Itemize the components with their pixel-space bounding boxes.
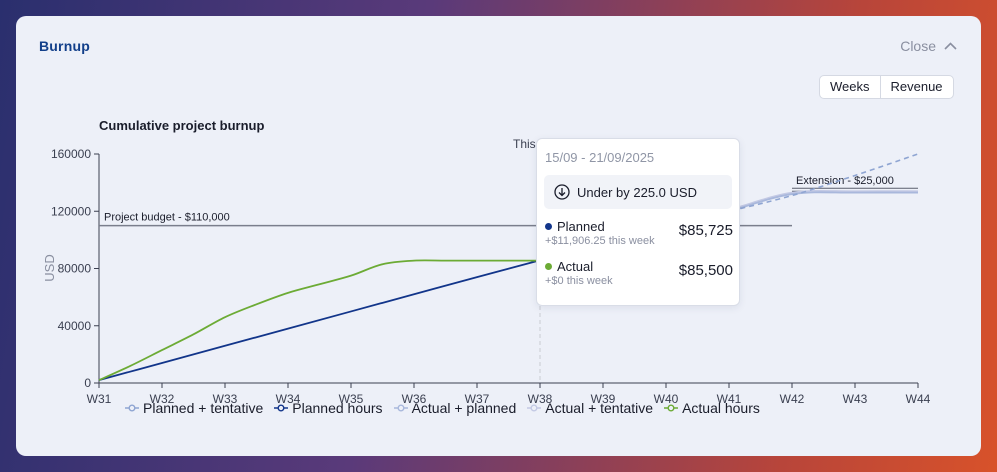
x-axis: W31 W32 W33 W34 W35 W36 W37 W38 W39 W40 W41 W42 W43 W… [87, 382, 931, 406]
budget-label: Project budget - $110,000 [104, 212, 230, 224]
legend-swatch-icon [393, 404, 408, 412]
x-tick-label: W33 [213, 392, 238, 406]
x-tick-label: W36 [402, 392, 427, 406]
tooltip-under-box: Under by 225.0 USD [544, 175, 732, 209]
tooltip-actual-name: Actual [557, 259, 594, 274]
y-tick-label: 160000 [51, 147, 91, 161]
legend-label: Actual + planned [411, 400, 517, 416]
y-tick-label: 120000 [51, 204, 91, 218]
x-tick-label: W38 [528, 392, 553, 406]
legend-label: Actual + tentative [545, 400, 654, 416]
y-tick-label: 0 [84, 376, 91, 390]
tooltip-under-text: Under by 225.0 USD [577, 184, 697, 200]
legend-item-actual-hours[interactable]: Actual hours [664, 400, 760, 416]
y-axis: 0 40000 80000 120000 160000 USD [42, 147, 100, 390]
legend-label: Planned + tentative [143, 400, 264, 416]
extension-label: Extension - $25,000 [796, 175, 894, 187]
legend-swatch-icon [274, 404, 289, 412]
arrow-down-circle-icon [554, 184, 570, 200]
reference-lines: Project budget - $110,000 Extension - $25… [99, 175, 918, 227]
card-title: Burnup [39, 38, 90, 54]
chart-title: Cumulative project burnup [99, 118, 265, 133]
actual-dot-icon [545, 263, 552, 270]
x-tick-label: W34 [276, 392, 301, 406]
legend-item-planned-tentative[interactable]: Planned + tentative [125, 400, 263, 416]
x-tick-label: W41 [717, 392, 742, 406]
close-label: Close [900, 38, 936, 54]
legend-item-planned-hours[interactable]: Planned hours [274, 400, 383, 416]
y-tick-label: 80000 [58, 262, 92, 276]
tooltip-actual-sub: +$0 this week [545, 275, 613, 287]
x-tick-label: W32 [150, 392, 175, 406]
legend-label: Actual hours [682, 400, 760, 416]
view-toggle: Weeks Revenue [819, 75, 954, 99]
x-tick-label: W39 [591, 392, 616, 406]
legend-swatch-icon [527, 404, 542, 412]
tooltip-planned-sub: +$11,906.25 this week [545, 235, 655, 247]
toggle-revenue[interactable]: Revenue [879, 76, 953, 98]
close-button[interactable]: Close [900, 38, 957, 54]
hover-tooltip: 15/09 - 21/09/2025 Under by 225.0 USD Pl… [536, 138, 740, 306]
legend-item-actual-planned[interactable]: Actual + planned [393, 400, 517, 416]
toggle-weeks[interactable]: Weeks [830, 79, 870, 94]
planned-dot-icon [545, 223, 552, 230]
x-tick-label: W31 [87, 392, 112, 406]
legend-swatch-icon [125, 404, 139, 412]
x-tick-label: W35 [339, 392, 364, 406]
series-line-planned-hours [98, 259, 541, 382]
y-tick-label: 40000 [58, 319, 92, 333]
y-axis-label: USD [42, 254, 57, 281]
legend-label: Planned hours [292, 400, 383, 416]
x-tick-label: W42 [780, 392, 805, 406]
tooltip-date: 15/09 - 21/09/2025 [545, 150, 655, 165]
tooltip-planned-value: $85,725 [678, 222, 733, 239]
legend-item-actual-tentative[interactable]: Actual + tentative [527, 400, 653, 416]
chart-legend: Planned + tentative Planned hours Actual +… [125, 400, 760, 416]
x-tick-label: W44 [906, 392, 931, 406]
tooltip-actual-value: $85,500 [678, 262, 733, 279]
series-line-actual-hours [98, 259, 540, 381]
x-tick-label: W43 [843, 392, 868, 406]
legend-swatch-icon [664, 404, 679, 412]
tooltip-planned-name: Planned [557, 219, 605, 234]
chevron-up-icon [944, 42, 957, 50]
x-tick-label: W40 [654, 392, 679, 406]
x-tick-label: W37 [465, 392, 490, 406]
